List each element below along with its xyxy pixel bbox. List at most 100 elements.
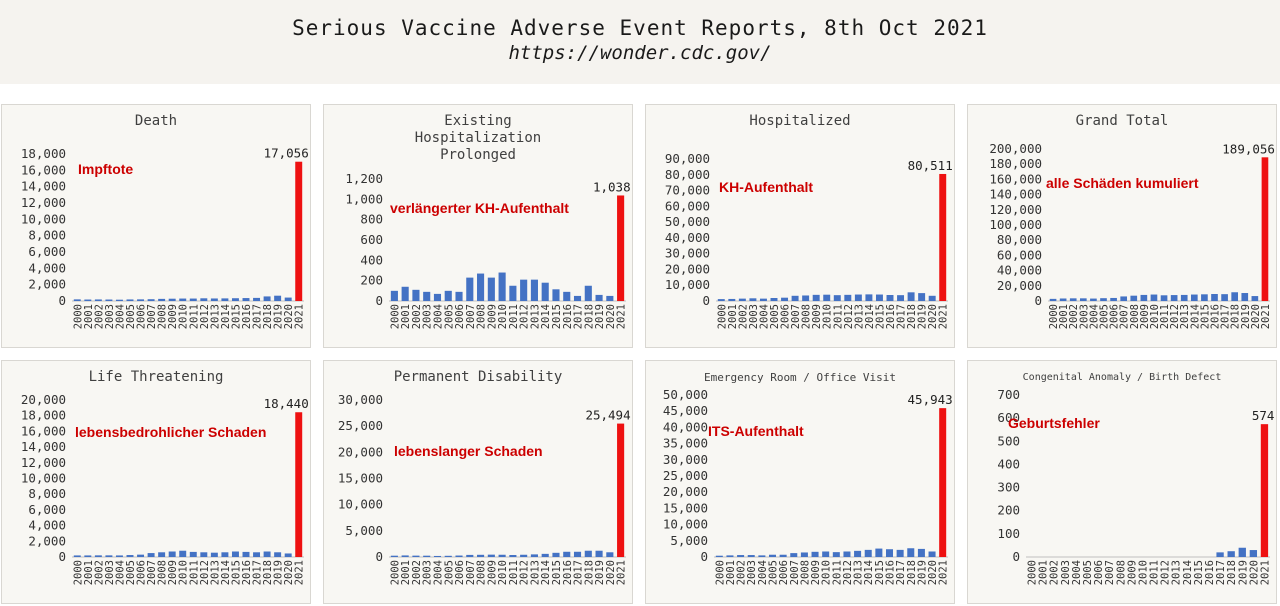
y-tick-label: 45,000 — [663, 403, 708, 418]
y-tick-label: 40,000 — [665, 230, 710, 245]
x-tick-label: 2017 — [895, 560, 907, 585]
y-tick-label: 300 — [997, 480, 1020, 495]
x-tick-label: 2009 — [1126, 560, 1138, 585]
x-tick-label: 2007 — [146, 560, 158, 585]
x-tick-label: 2019 — [594, 560, 606, 585]
y-tick-label: 40,000 — [997, 263, 1042, 278]
bar — [158, 552, 166, 557]
bar — [390, 290, 398, 301]
y-tick-label: 8,000 — [28, 228, 66, 243]
y-tick-label: 12,000 — [21, 455, 66, 470]
x-tick-label: 2005 — [768, 560, 780, 585]
x-tick-label: 2009 — [486, 560, 498, 585]
x-tick-label: 2003 — [422, 304, 434, 329]
x-tick-label: 2018 — [1230, 304, 1242, 329]
bar — [168, 298, 176, 301]
bar — [84, 299, 92, 301]
x-tick-label: 2005 — [443, 560, 455, 585]
x-tick-label: 2013 — [209, 560, 221, 585]
y-tick-label: 600 — [360, 232, 383, 247]
bar — [728, 298, 736, 301]
bar — [477, 554, 485, 557]
x-tick-label: 2015 — [1193, 560, 1205, 585]
x-tick-label: 2012 — [1169, 304, 1181, 329]
x-tick-label: 2013 — [1171, 560, 1183, 585]
x-tick-label: 2001 — [83, 560, 95, 585]
x-tick-label: 2006 — [1109, 304, 1121, 329]
data-label: 574 — [1252, 408, 1275, 423]
x-tick-label: 2002 — [1049, 560, 1061, 585]
x-tick-label: 2020 — [1250, 304, 1262, 329]
x-tick-label: 2008 — [1129, 304, 1141, 329]
bar — [1120, 296, 1128, 301]
chart-annotation: ITS-Aufenthalt — [708, 423, 804, 439]
x-tick-label: 2020 — [283, 560, 295, 585]
y-tick-label: 4,000 — [28, 260, 66, 275]
bar — [606, 552, 614, 557]
data-label: 80,511 — [908, 158, 953, 173]
bar — [147, 299, 155, 301]
bar — [1190, 294, 1198, 301]
x-tick-label: 2013 — [529, 560, 541, 585]
x-tick-label: 2002 — [411, 304, 423, 329]
x-tick-label: 2000 — [389, 560, 401, 585]
chart-title-line: Life Threatening — [88, 369, 224, 385]
x-tick-label: 2002 — [411, 560, 423, 585]
y-tick-label: 20,000 — [338, 444, 383, 459]
x-tick-label: 2016 — [1204, 560, 1216, 585]
y-tick-label: 180,000 — [989, 156, 1042, 171]
x-tick-label: 2021 — [294, 560, 306, 585]
bar — [189, 551, 197, 557]
y-tick-label: 0 — [1012, 549, 1020, 564]
x-tick-label: 2007 — [790, 304, 802, 329]
chart-title-line: Emergency Room / Office Visit — [703, 371, 897, 384]
chart-title: Grand Total — [968, 113, 1276, 130]
x-tick-label: 2021 — [294, 304, 306, 329]
y-tick-label: 14,000 — [21, 439, 66, 454]
bar — [552, 289, 560, 301]
y-tick-label: 4,000 — [28, 518, 66, 533]
bar — [94, 555, 102, 557]
bar — [606, 295, 614, 301]
y-tick-label: 0 — [700, 549, 708, 564]
x-tick-label: 2014 — [540, 560, 552, 585]
x-tick-label: 2003 — [1060, 560, 1072, 585]
x-tick-label: 2014 — [220, 560, 232, 585]
bar — [573, 551, 582, 557]
x-tick-label: 2008 — [799, 560, 811, 585]
bar-highlight — [939, 408, 947, 557]
bar — [865, 294, 873, 301]
bar-highlight — [617, 195, 625, 301]
chart-annotation: lebenslanger Schaden — [394, 443, 543, 459]
x-tick-label: 2010 — [1137, 560, 1149, 585]
x-tick-label: 2020 — [605, 304, 617, 329]
x-tick-label: 2005 — [1082, 560, 1094, 585]
bar — [854, 550, 862, 557]
x-tick-label: 2009 — [486, 304, 498, 329]
bar-highlight — [295, 161, 303, 301]
bar — [875, 548, 883, 557]
y-tick-label: 200 — [997, 503, 1020, 518]
bar — [84, 555, 92, 557]
bar — [1160, 295, 1168, 301]
data-label: 189,056 — [1222, 141, 1275, 156]
bar — [595, 294, 603, 301]
y-tick-label: 30,000 — [338, 392, 383, 407]
x-tick-label: 2001 — [1058, 304, 1070, 329]
bar — [563, 291, 571, 301]
bar — [520, 554, 528, 557]
bar — [896, 549, 904, 557]
x-tick-label: 2015 — [551, 560, 563, 585]
x-tick-label: 2000 — [389, 304, 401, 329]
chart-svg: 0 5,000 10,000 15,000 20,000 25,000 30,000 2000… — [338, 392, 631, 585]
x-tick-label: 2012 — [199, 560, 211, 585]
bar — [466, 554, 474, 557]
x-tick-label: 2008 — [157, 304, 169, 329]
x-tick-label: 2011 — [508, 304, 520, 329]
bar-highlight — [617, 423, 625, 557]
bar — [1216, 552, 1224, 557]
bar — [126, 299, 134, 301]
bar — [390, 555, 398, 557]
bar — [1238, 547, 1246, 557]
bar — [274, 552, 282, 557]
